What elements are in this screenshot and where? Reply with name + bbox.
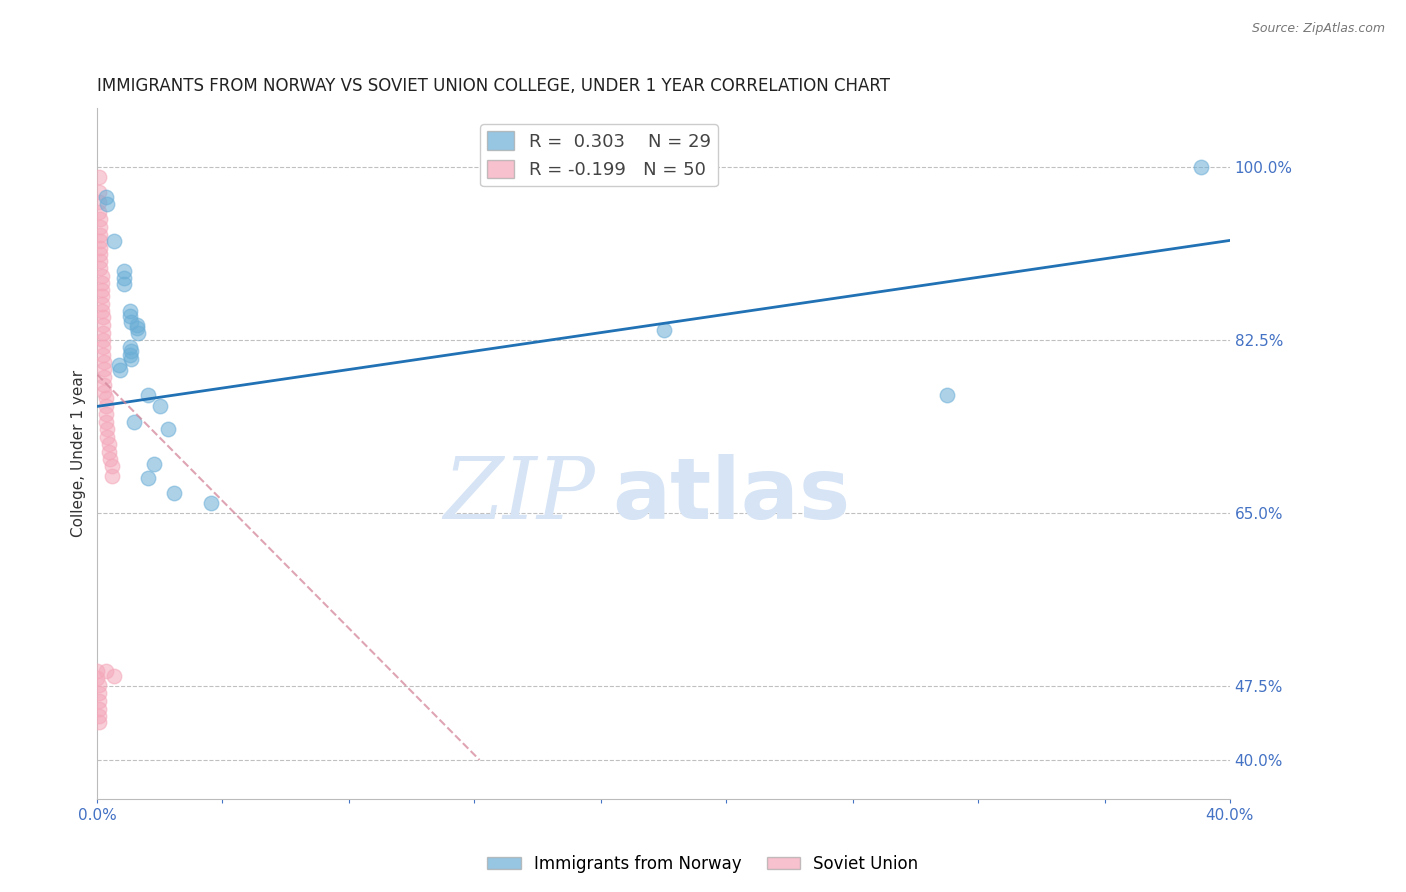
Text: IMMIGRANTS FROM NORWAY VS SOVIET UNION COLLEGE, UNDER 1 YEAR CORRELATION CHART: IMMIGRANTS FROM NORWAY VS SOVIET UNION C… — [97, 78, 890, 95]
Point — [94, 407, 117, 421]
Point — [94, 190, 117, 204]
Point — [120, 315, 142, 329]
Text: ZIP: ZIP — [444, 454, 596, 537]
Point — [90, 283, 112, 297]
Point — [118, 340, 141, 354]
Point — [118, 348, 141, 362]
Point — [93, 362, 115, 376]
Point — [98, 451, 121, 466]
Point — [89, 227, 111, 242]
Point — [90, 268, 112, 283]
Point — [89, 241, 111, 255]
Point — [89, 254, 111, 268]
Point — [89, 235, 111, 249]
Point — [143, 457, 166, 471]
Point — [90, 276, 112, 290]
Point — [94, 664, 117, 678]
Point — [94, 392, 117, 406]
Point — [91, 318, 114, 333]
Point — [107, 358, 129, 372]
Point — [90, 296, 112, 310]
Point — [87, 185, 110, 199]
Point — [157, 422, 180, 436]
Point — [89, 219, 111, 234]
Point — [87, 708, 110, 723]
Point — [200, 496, 222, 510]
Point — [91, 310, 114, 325]
Point — [120, 344, 142, 359]
Point — [96, 422, 118, 436]
Point — [149, 400, 172, 414]
Point — [127, 326, 149, 341]
Point — [112, 271, 135, 285]
Point — [87, 701, 110, 715]
Point — [89, 211, 111, 226]
Point — [93, 377, 115, 392]
Point — [86, 664, 108, 678]
Legend: R =  0.303    N = 29, R = -0.199   N = 50: R = 0.303 N = 29, R = -0.199 N = 50 — [479, 124, 718, 186]
Point — [122, 415, 145, 429]
Point — [93, 369, 115, 384]
Point — [89, 247, 111, 261]
Point — [97, 445, 120, 459]
Point — [100, 458, 122, 473]
Point — [136, 387, 159, 401]
Point — [108, 363, 131, 377]
Point — [118, 303, 141, 318]
Point — [87, 204, 110, 219]
Y-axis label: College, Under 1 year: College, Under 1 year — [72, 370, 86, 537]
Point — [91, 326, 114, 341]
Point — [91, 348, 114, 362]
Point — [136, 471, 159, 485]
Point — [93, 355, 115, 369]
Text: atlas: atlas — [613, 454, 851, 537]
Point — [89, 261, 111, 276]
Point — [91, 340, 114, 354]
Point — [118, 309, 141, 323]
Point — [87, 194, 110, 209]
Point — [90, 289, 112, 303]
Point — [87, 686, 110, 700]
Point — [1189, 161, 1212, 175]
Point — [97, 437, 120, 451]
Legend: Immigrants from Norway, Soviet Union: Immigrants from Norway, Soviet Union — [481, 848, 925, 880]
Point — [93, 384, 115, 399]
Point — [125, 318, 148, 333]
Point — [94, 400, 117, 414]
Point — [94, 415, 117, 429]
Point — [87, 678, 110, 692]
Point — [120, 351, 142, 366]
Point — [91, 333, 114, 347]
Point — [652, 323, 675, 337]
Point — [103, 235, 125, 249]
Point — [112, 264, 135, 278]
Point — [90, 303, 112, 318]
Point — [100, 468, 122, 483]
Point — [103, 669, 125, 683]
Point — [112, 277, 135, 291]
Point — [125, 321, 148, 335]
Point — [935, 387, 957, 401]
Point — [87, 170, 110, 185]
Point — [87, 715, 110, 730]
Point — [163, 486, 186, 500]
Point — [87, 694, 110, 708]
Point — [86, 671, 108, 685]
Point — [96, 197, 118, 211]
Point — [96, 430, 118, 444]
Text: Source: ZipAtlas.com: Source: ZipAtlas.com — [1251, 22, 1385, 36]
